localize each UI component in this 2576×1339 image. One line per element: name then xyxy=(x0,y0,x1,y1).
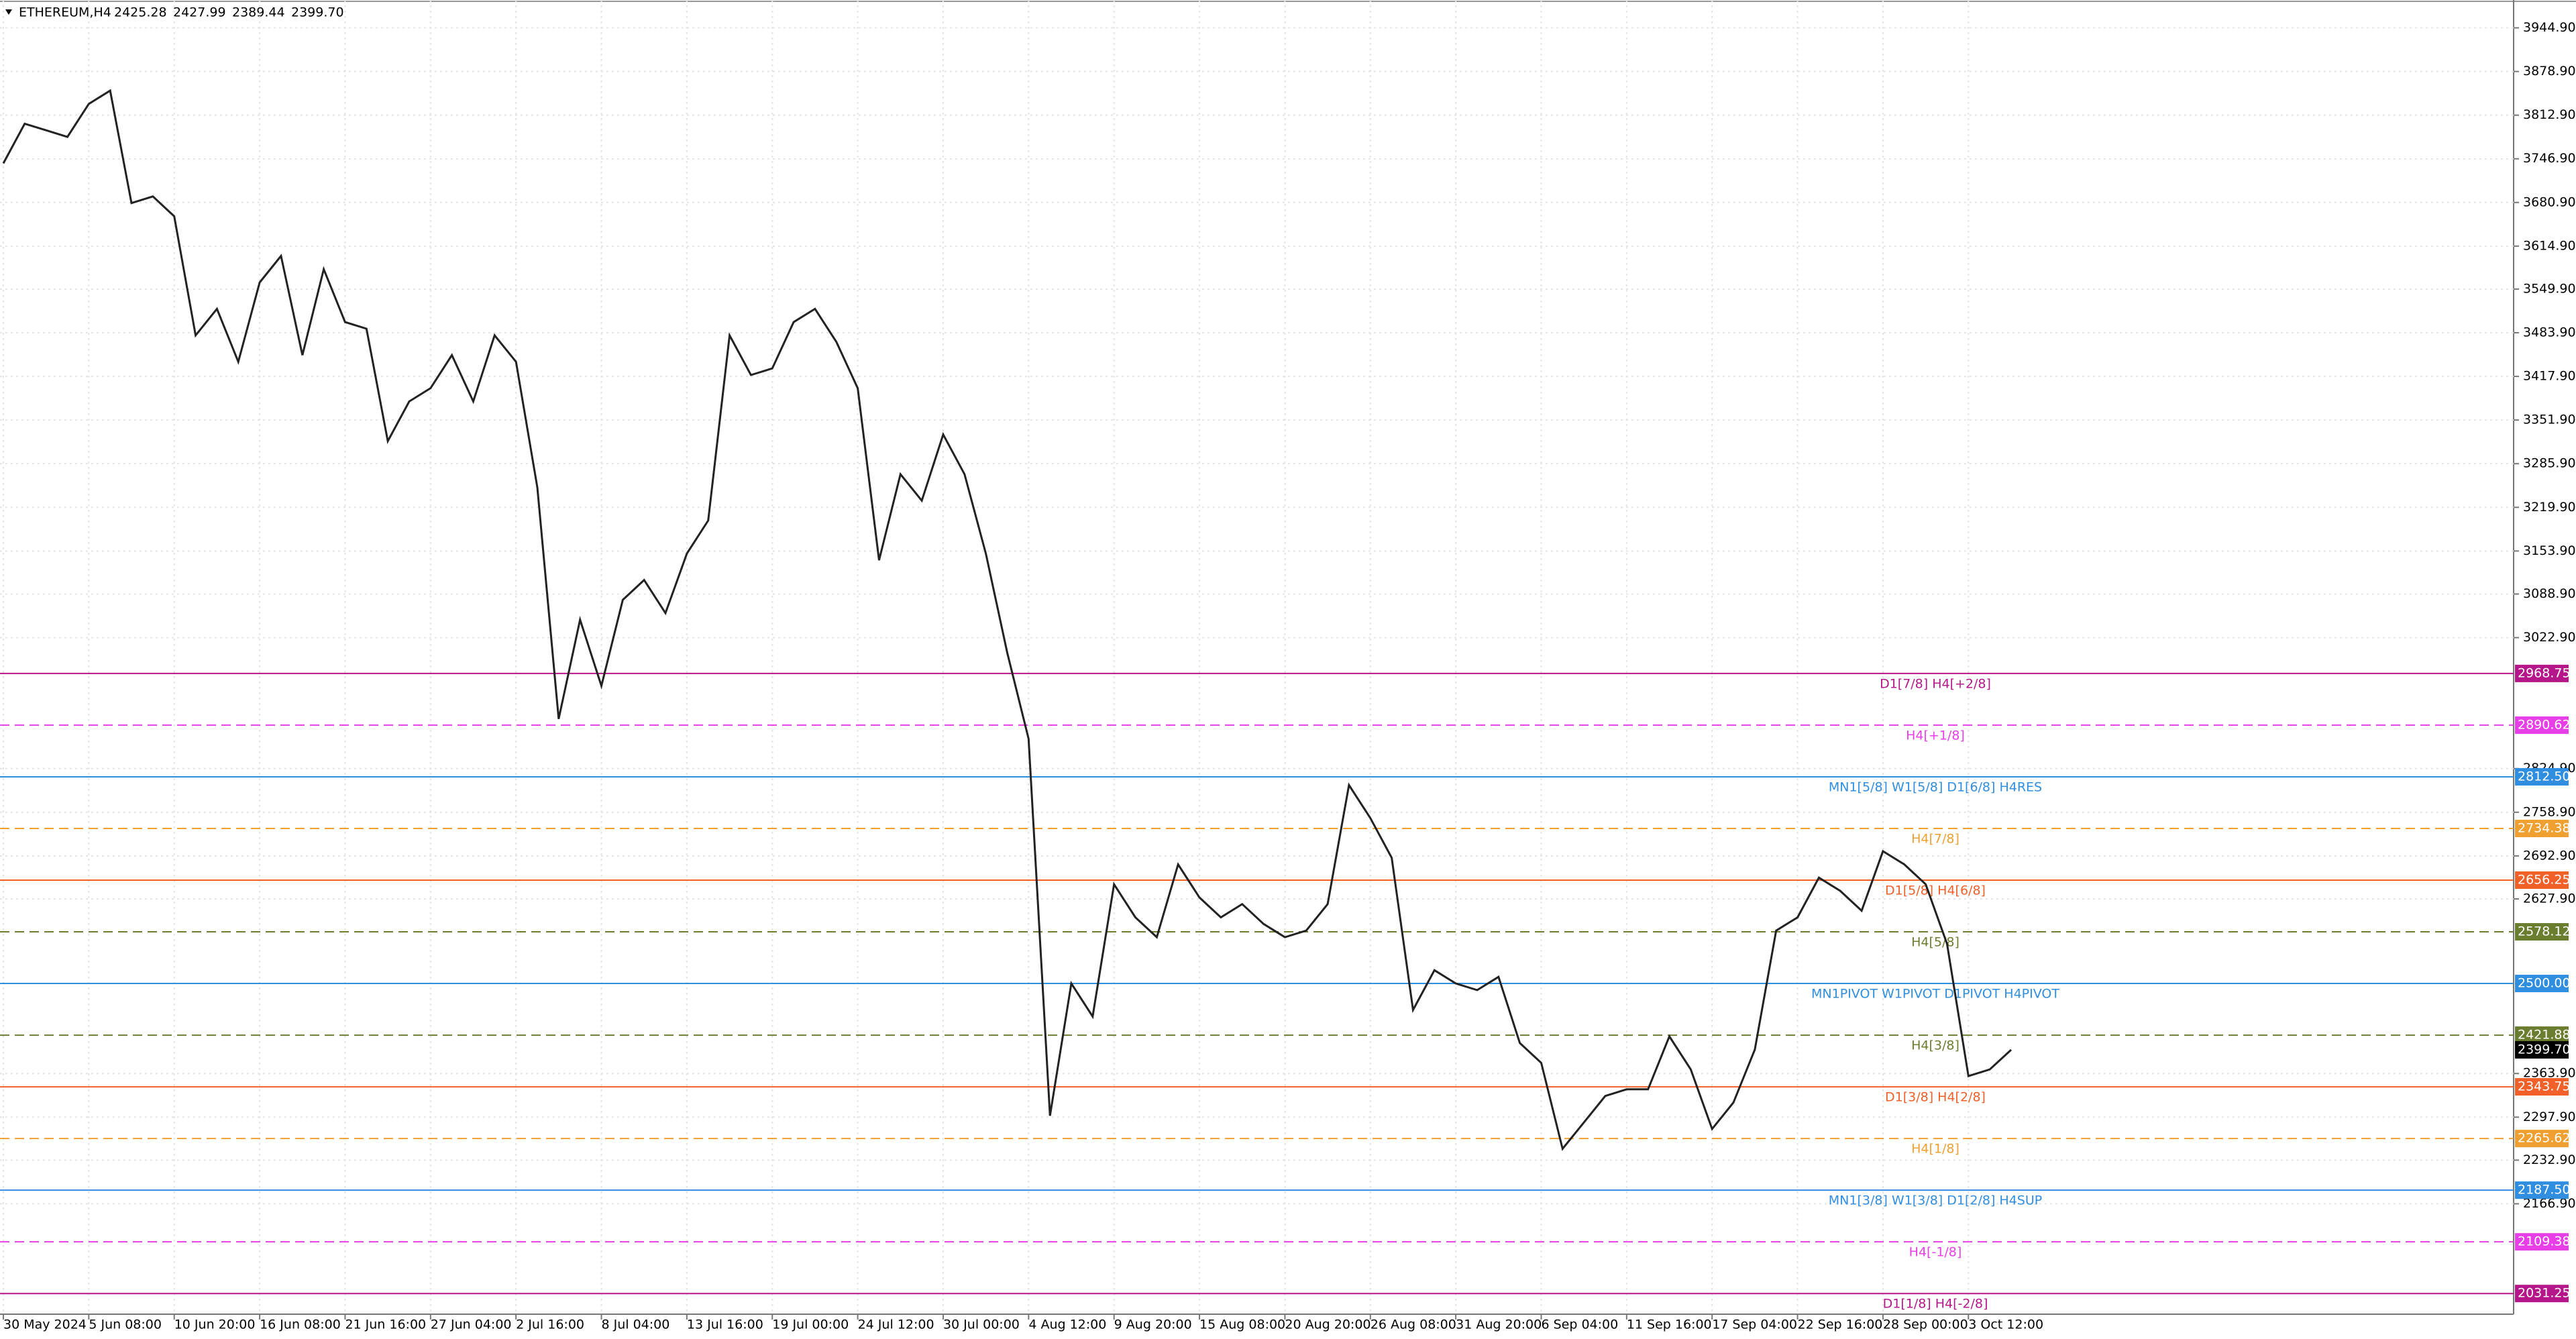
x-tick-label: 22 Sep 16:00 xyxy=(1798,1318,1883,1332)
level-label: H4[1/8] xyxy=(1911,1142,1960,1157)
price-tag-label: 2968.75 xyxy=(2518,665,2571,680)
y-tick-label: 3812.90 xyxy=(2523,107,2576,122)
symbol: ETHEREUM,H4 xyxy=(19,5,111,20)
price-tag xyxy=(2515,664,2569,682)
y-tick-label: 3549.90 xyxy=(2523,281,2576,296)
price-tag xyxy=(2515,871,2569,889)
price-tag-label: 2343.75 xyxy=(2518,1079,2571,1094)
y-tick-label: 3219.90 xyxy=(2523,500,2576,515)
price-tag xyxy=(2515,923,2569,941)
y-tick-label: 3680.90 xyxy=(2523,195,2576,209)
level-label: MN1[3/8] W1[3/8] D1[2/8] H4SUP xyxy=(1829,1193,2042,1208)
x-tick-label: 26 Aug 08:00 xyxy=(1371,1318,1456,1332)
x-tick-label: 16 Jun 08:00 xyxy=(260,1318,341,1332)
level-label: D1[1/8] H4[-2/8] xyxy=(1883,1297,1988,1311)
price-tag-label: 2031.25 xyxy=(2518,1286,2571,1301)
y-tick-label: 3944.90 xyxy=(2523,20,2576,35)
price-tag-label: 2109.38 xyxy=(2518,1234,2571,1249)
y-tick-label: 2232.90 xyxy=(2523,1153,2576,1167)
header: ETHEREUM,H4 xyxy=(19,5,111,20)
price-tag xyxy=(2515,1285,2569,1303)
price-tag xyxy=(2515,975,2569,993)
level-label: H4[7/8] xyxy=(1911,831,1960,846)
price-tag-label: 2421.88 xyxy=(2518,1028,2571,1042)
level-label: H4[5/8] xyxy=(1911,935,1960,950)
x-tick-label: 6 Sep 04:00 xyxy=(1541,1318,1618,1332)
x-tick-label: 4 Aug 12:00 xyxy=(1028,1318,1106,1332)
y-tick-label: 3285.90 xyxy=(2523,456,2576,471)
price-tag-label: 2890.62 xyxy=(2518,717,2571,732)
level-label: D1[3/8] H4[2/8] xyxy=(1885,1090,1986,1105)
price-tag xyxy=(2515,1026,2569,1045)
price-tag-label: 2656.25 xyxy=(2518,872,2571,887)
last-price-tag xyxy=(2515,1040,2569,1059)
y-tick-label: 2166.90 xyxy=(2523,1196,2576,1211)
y-tick-label: 3746.90 xyxy=(2523,151,2576,166)
ohlc-value: 2399.70 xyxy=(291,5,344,20)
ohlc-value: 2425.28 xyxy=(114,5,167,20)
price-tag-label: 2578.12 xyxy=(2518,924,2571,939)
price-tag xyxy=(2515,716,2569,734)
y-tick-label: 3153.90 xyxy=(2523,543,2576,558)
x-tick-label: 10 Jun 20:00 xyxy=(174,1318,256,1332)
x-tick-label: 8 Jul 04:00 xyxy=(602,1318,670,1332)
ohlc-value: 2389.44 xyxy=(232,5,285,20)
x-tick-label: 28 Sep 00:00 xyxy=(1883,1318,1968,1332)
level-label: H4[3/8] xyxy=(1911,1038,1960,1053)
x-tick-label: 15 Aug 08:00 xyxy=(1199,1318,1285,1332)
level-label: MN1PIVOT W1PIVOT D1PIVOT H4PIVOT xyxy=(1811,987,2059,1002)
level-label: MN1[5/8] W1[5/8] D1[6/8] H4RES xyxy=(1829,780,2042,794)
level-label: H4[+1/8] xyxy=(1906,728,1965,743)
y-tick-label: 3614.90 xyxy=(2523,238,2576,253)
price-tag-label: 2812.50 xyxy=(2518,769,2571,784)
price-tag xyxy=(2515,1233,2569,1251)
x-tick-label: 27 Jun 04:00 xyxy=(431,1318,512,1332)
x-tick-label: 2 Jul 16:00 xyxy=(516,1318,584,1332)
x-tick-label: 3 Oct 12:00 xyxy=(1968,1318,2043,1332)
level-label: D1[5/8] H4[6/8] xyxy=(1885,883,1986,898)
x-tick-label: 20 Aug 20:00 xyxy=(1285,1318,1371,1332)
x-tick-label: 13 Jul 16:00 xyxy=(687,1318,763,1332)
price-tag xyxy=(2515,1078,2569,1096)
price-tag xyxy=(2515,1181,2569,1199)
x-tick-label: 9 Aug 20:00 xyxy=(1114,1318,1192,1332)
price-tag-label: 2500.00 xyxy=(2518,976,2571,991)
price-tag-label: 2734.38 xyxy=(2518,820,2571,835)
x-tick-label: 11 Sep 16:00 xyxy=(1627,1318,1712,1332)
price-tag-label: 2187.50 xyxy=(2518,1183,2571,1197)
y-tick-label: 3417.90 xyxy=(2523,369,2576,384)
price-line xyxy=(2,89,2012,1151)
y-tick-label: 3351.90 xyxy=(2523,413,2576,427)
level-label: H4[-1/8] xyxy=(1909,1245,1962,1260)
price-tag xyxy=(2515,1130,2569,1148)
x-tick-label: 30 Jul 00:00 xyxy=(943,1318,1020,1332)
price-tag xyxy=(2515,767,2569,786)
x-tick-label: 31 Aug 20:00 xyxy=(1456,1318,1542,1332)
price-tag xyxy=(2515,819,2569,837)
y-tick-label: 2627.90 xyxy=(2523,891,2576,906)
x-tick-label: 24 Jul 12:00 xyxy=(858,1318,934,1332)
y-tick-label: 2758.90 xyxy=(2523,804,2576,819)
x-tick-label: 19 Jul 00:00 xyxy=(772,1318,849,1332)
last-price-label: 2399.70 xyxy=(2518,1042,2571,1057)
x-tick-label: 30 May 2024 xyxy=(3,1318,87,1332)
x-tick-label: 17 Sep 04:00 xyxy=(1712,1318,1797,1332)
menu-arrow[interactable] xyxy=(5,9,12,15)
x-tick-label: 5 Jun 08:00 xyxy=(89,1318,162,1332)
level-label: D1[7/8] H4[+2/8] xyxy=(1880,676,1991,691)
price-tag-label: 2265.62 xyxy=(2518,1131,2571,1146)
y-tick-label: 2363.90 xyxy=(2523,1066,2576,1081)
x-tick-label: 21 Jun 16:00 xyxy=(345,1318,426,1332)
y-tick-label: 2297.90 xyxy=(2523,1110,2576,1124)
y-tick-label: 3483.90 xyxy=(2523,325,2576,340)
y-tick-label: 3878.90 xyxy=(2523,64,2576,78)
y-tick-label: 2692.90 xyxy=(2523,848,2576,863)
y-tick-label: 3088.90 xyxy=(2523,586,2576,601)
ohlc-value: 2427.99 xyxy=(173,5,226,20)
y-tick-label: 3022.90 xyxy=(2523,630,2576,645)
